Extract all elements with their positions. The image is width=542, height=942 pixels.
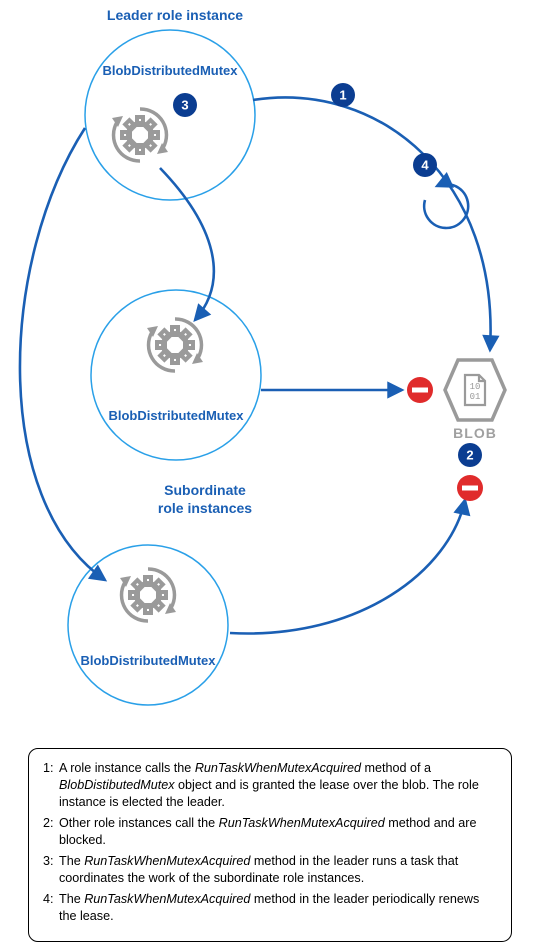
gear-icon <box>120 569 176 621</box>
svg-text:1: 1 <box>339 88 346 103</box>
badge-3: 3 <box>173 93 197 117</box>
badge-2: 2 <box>458 443 482 467</box>
legend-item: 4: The RunTaskWhenMutexAcquired method i… <box>43 891 497 925</box>
legend-item: 3: The RunTaskWhenMutexAcquired method i… <box>43 853 497 887</box>
arrow-bottom-to-blob <box>230 500 465 633</box>
mutex3-label: BlobDistributedMutex <box>80 653 216 668</box>
mutex1-label: BlobDistributedMutex <box>102 63 238 78</box>
svg-text:2: 2 <box>466 448 473 463</box>
subordinate-title-l1: Subordinate <box>164 482 246 498</box>
blob-bits-top: 10 <box>470 382 481 392</box>
blob-bits-bottom: 01 <box>470 392 481 402</box>
blob-node: 10 01 <box>445 360 505 420</box>
arrow-leader-to-mid <box>160 168 214 320</box>
diagram-svg: Leader role instance Subordinate role in… <box>0 0 542 740</box>
svg-text:4: 4 <box>421 158 429 173</box>
badge-1: 1 <box>331 83 355 107</box>
arrow-leader-to-blob <box>253 97 491 350</box>
legend-item: 1: A role instance calls the RunTaskWhen… <box>43 760 497 811</box>
leader-title: Leader role instance <box>107 7 243 23</box>
node-leader: BlobDistributedMutex <box>85 30 255 200</box>
node-mid: BlobDistributedMutex <box>91 290 261 460</box>
stop-icon <box>407 377 433 403</box>
subordinate-title-l2: role instances <box>158 500 252 516</box>
stop-icon <box>457 475 483 501</box>
badge-4: 4 <box>413 153 437 177</box>
gear-icon <box>147 319 203 371</box>
blob-label: BLOB <box>453 425 497 441</box>
legend: 1: A role instance calls the RunTaskWhen… <box>28 748 512 942</box>
legend-item: 2: Other role instances call the RunTask… <box>43 815 497 849</box>
arrow-leader-to-bottom <box>20 128 105 580</box>
svg-text:3: 3 <box>181 98 188 113</box>
mutex2-label: BlobDistributedMutex <box>108 408 244 423</box>
gear-icon <box>112 109 168 161</box>
